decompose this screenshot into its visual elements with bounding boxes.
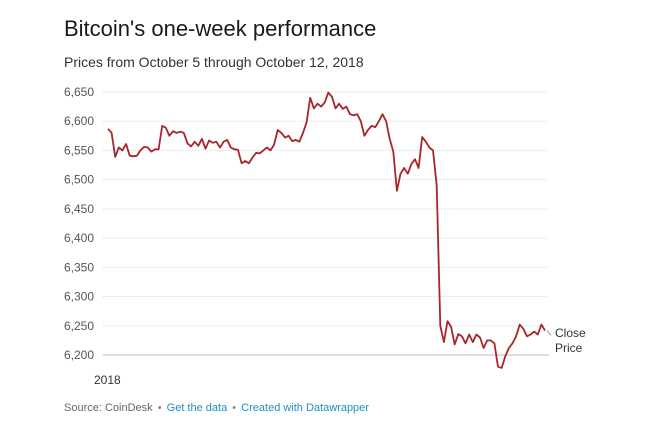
- get-data-link[interactable]: Get the data: [166, 402, 228, 414]
- y-tick-label: 6,350: [64, 260, 94, 274]
- series-label: Price: [555, 341, 583, 355]
- y-tick-label: 6,450: [64, 202, 94, 216]
- series-line-close-price: [107, 91, 546, 369]
- price-line-chart: 6,200 6,250 6,300 6,350 6,400 6,450 6,500 6,550…: [64, 85, 586, 387]
- y-tick-label: 6,600: [64, 114, 94, 128]
- x-tick-label: 2018: [94, 373, 121, 387]
- chart-subtitle: Prices from October 5 through October 12…: [64, 54, 364, 70]
- series-label: Close: [555, 326, 586, 340]
- datawrapper-link[interactable]: Created with Datawrapper: [241, 402, 369, 414]
- y-tick-label: 6,650: [64, 85, 94, 99]
- y-tick-label: 6,500: [64, 173, 94, 187]
- y-tick-label: 6,400: [64, 231, 94, 245]
- y-tick-label: 6,250: [64, 319, 94, 333]
- footer-separator: •: [232, 402, 237, 414]
- series-label-leader: [546, 330, 552, 336]
- chart-title: Bitcoin's one-week performance: [64, 16, 377, 41]
- source-label: Source: CoinDesk: [64, 402, 153, 414]
- y-tick-label: 6,550: [64, 143, 94, 157]
- chart-footer: Source: CoinDesk • Get the data • Create…: [64, 402, 369, 414]
- footer-separator: •: [157, 402, 162, 414]
- y-tick-label: 6,300: [64, 290, 94, 304]
- y-tick-label: 6,200: [64, 348, 94, 362]
